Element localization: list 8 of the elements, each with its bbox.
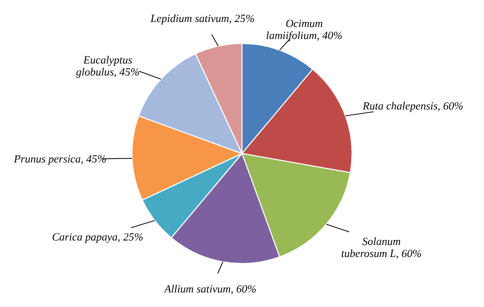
slice-label: Carica papaya, 25% xyxy=(52,232,144,244)
slice-label: Allium sativum, 60% xyxy=(163,283,256,296)
slice-label: Ocimum lamiifolium, 40% xyxy=(266,18,342,42)
slice-label: Solanum tuberosum L, 60% xyxy=(341,236,422,260)
slice-label: Prunus persica, 45% xyxy=(12,154,106,166)
slice-label: Ruta chalepensis, 60% xyxy=(362,100,464,112)
slice-label: Eucalyptus globulus, 45% xyxy=(76,54,140,78)
slice-label: Lepidium sativum, 25% xyxy=(150,12,255,25)
